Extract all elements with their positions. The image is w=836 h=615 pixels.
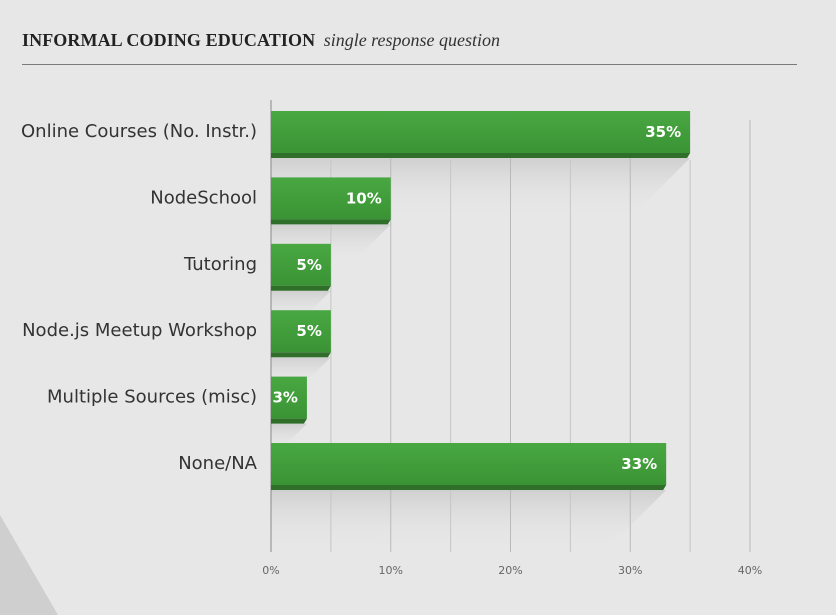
bar-shadow	[271, 423, 307, 449]
bar-value-label: 5%	[296, 322, 321, 340]
bar	[271, 310, 331, 353]
category-label: Node.js Meetup Workshop	[22, 320, 257, 341]
bar	[271, 243, 331, 286]
bar	[271, 177, 391, 220]
category-label: Online Courses (No. Instr.)	[21, 121, 257, 142]
category-label: None/NA	[178, 453, 257, 474]
corner-decoration	[0, 515, 58, 615]
bar	[271, 376, 307, 419]
bar-value-label: 3%	[272, 389, 297, 407]
x-tick-label: 20%	[498, 564, 522, 577]
bar-value-label: 5%	[296, 256, 321, 274]
category-label: Tutoring	[183, 254, 257, 275]
x-tick-label: 10%	[379, 564, 403, 577]
bar	[271, 111, 691, 153]
bar-bevel	[271, 153, 691, 158]
x-tick-label: 30%	[618, 564, 642, 577]
category-label: Multiple Sources (misc)	[47, 387, 257, 408]
bar-bevel	[271, 285, 331, 291]
bar	[271, 443, 667, 485]
chart-header: INFORMAL CODING EDUCATION single respons…	[22, 30, 797, 65]
bar-bevel	[271, 352, 331, 358]
bar-bevel	[271, 219, 391, 225]
x-tick-label: 0%	[262, 564, 279, 577]
bar-shadow	[271, 490, 667, 550]
x-tick-labels: 0% 10% 20% 30% 40%	[262, 564, 762, 577]
bars: 35% 10% 5% 5% 3% 33%	[271, 111, 691, 490]
category-label: NodeSchool	[150, 187, 257, 208]
chart-title: INFORMAL CODING EDUCATION	[22, 30, 316, 50]
bar-bevel	[271, 485, 667, 490]
chart-subtitle: single response question	[323, 30, 501, 50]
bar-bevel	[271, 418, 307, 424]
bar-value-label: 10%	[346, 189, 382, 207]
x-tick-label: 40%	[738, 564, 762, 577]
category-labels: Online Courses (No. Instr.) NodeSchool Tut…	[21, 121, 258, 474]
bar-value-label: 33%	[621, 455, 657, 473]
bar-value-label: 35%	[645, 123, 681, 141]
